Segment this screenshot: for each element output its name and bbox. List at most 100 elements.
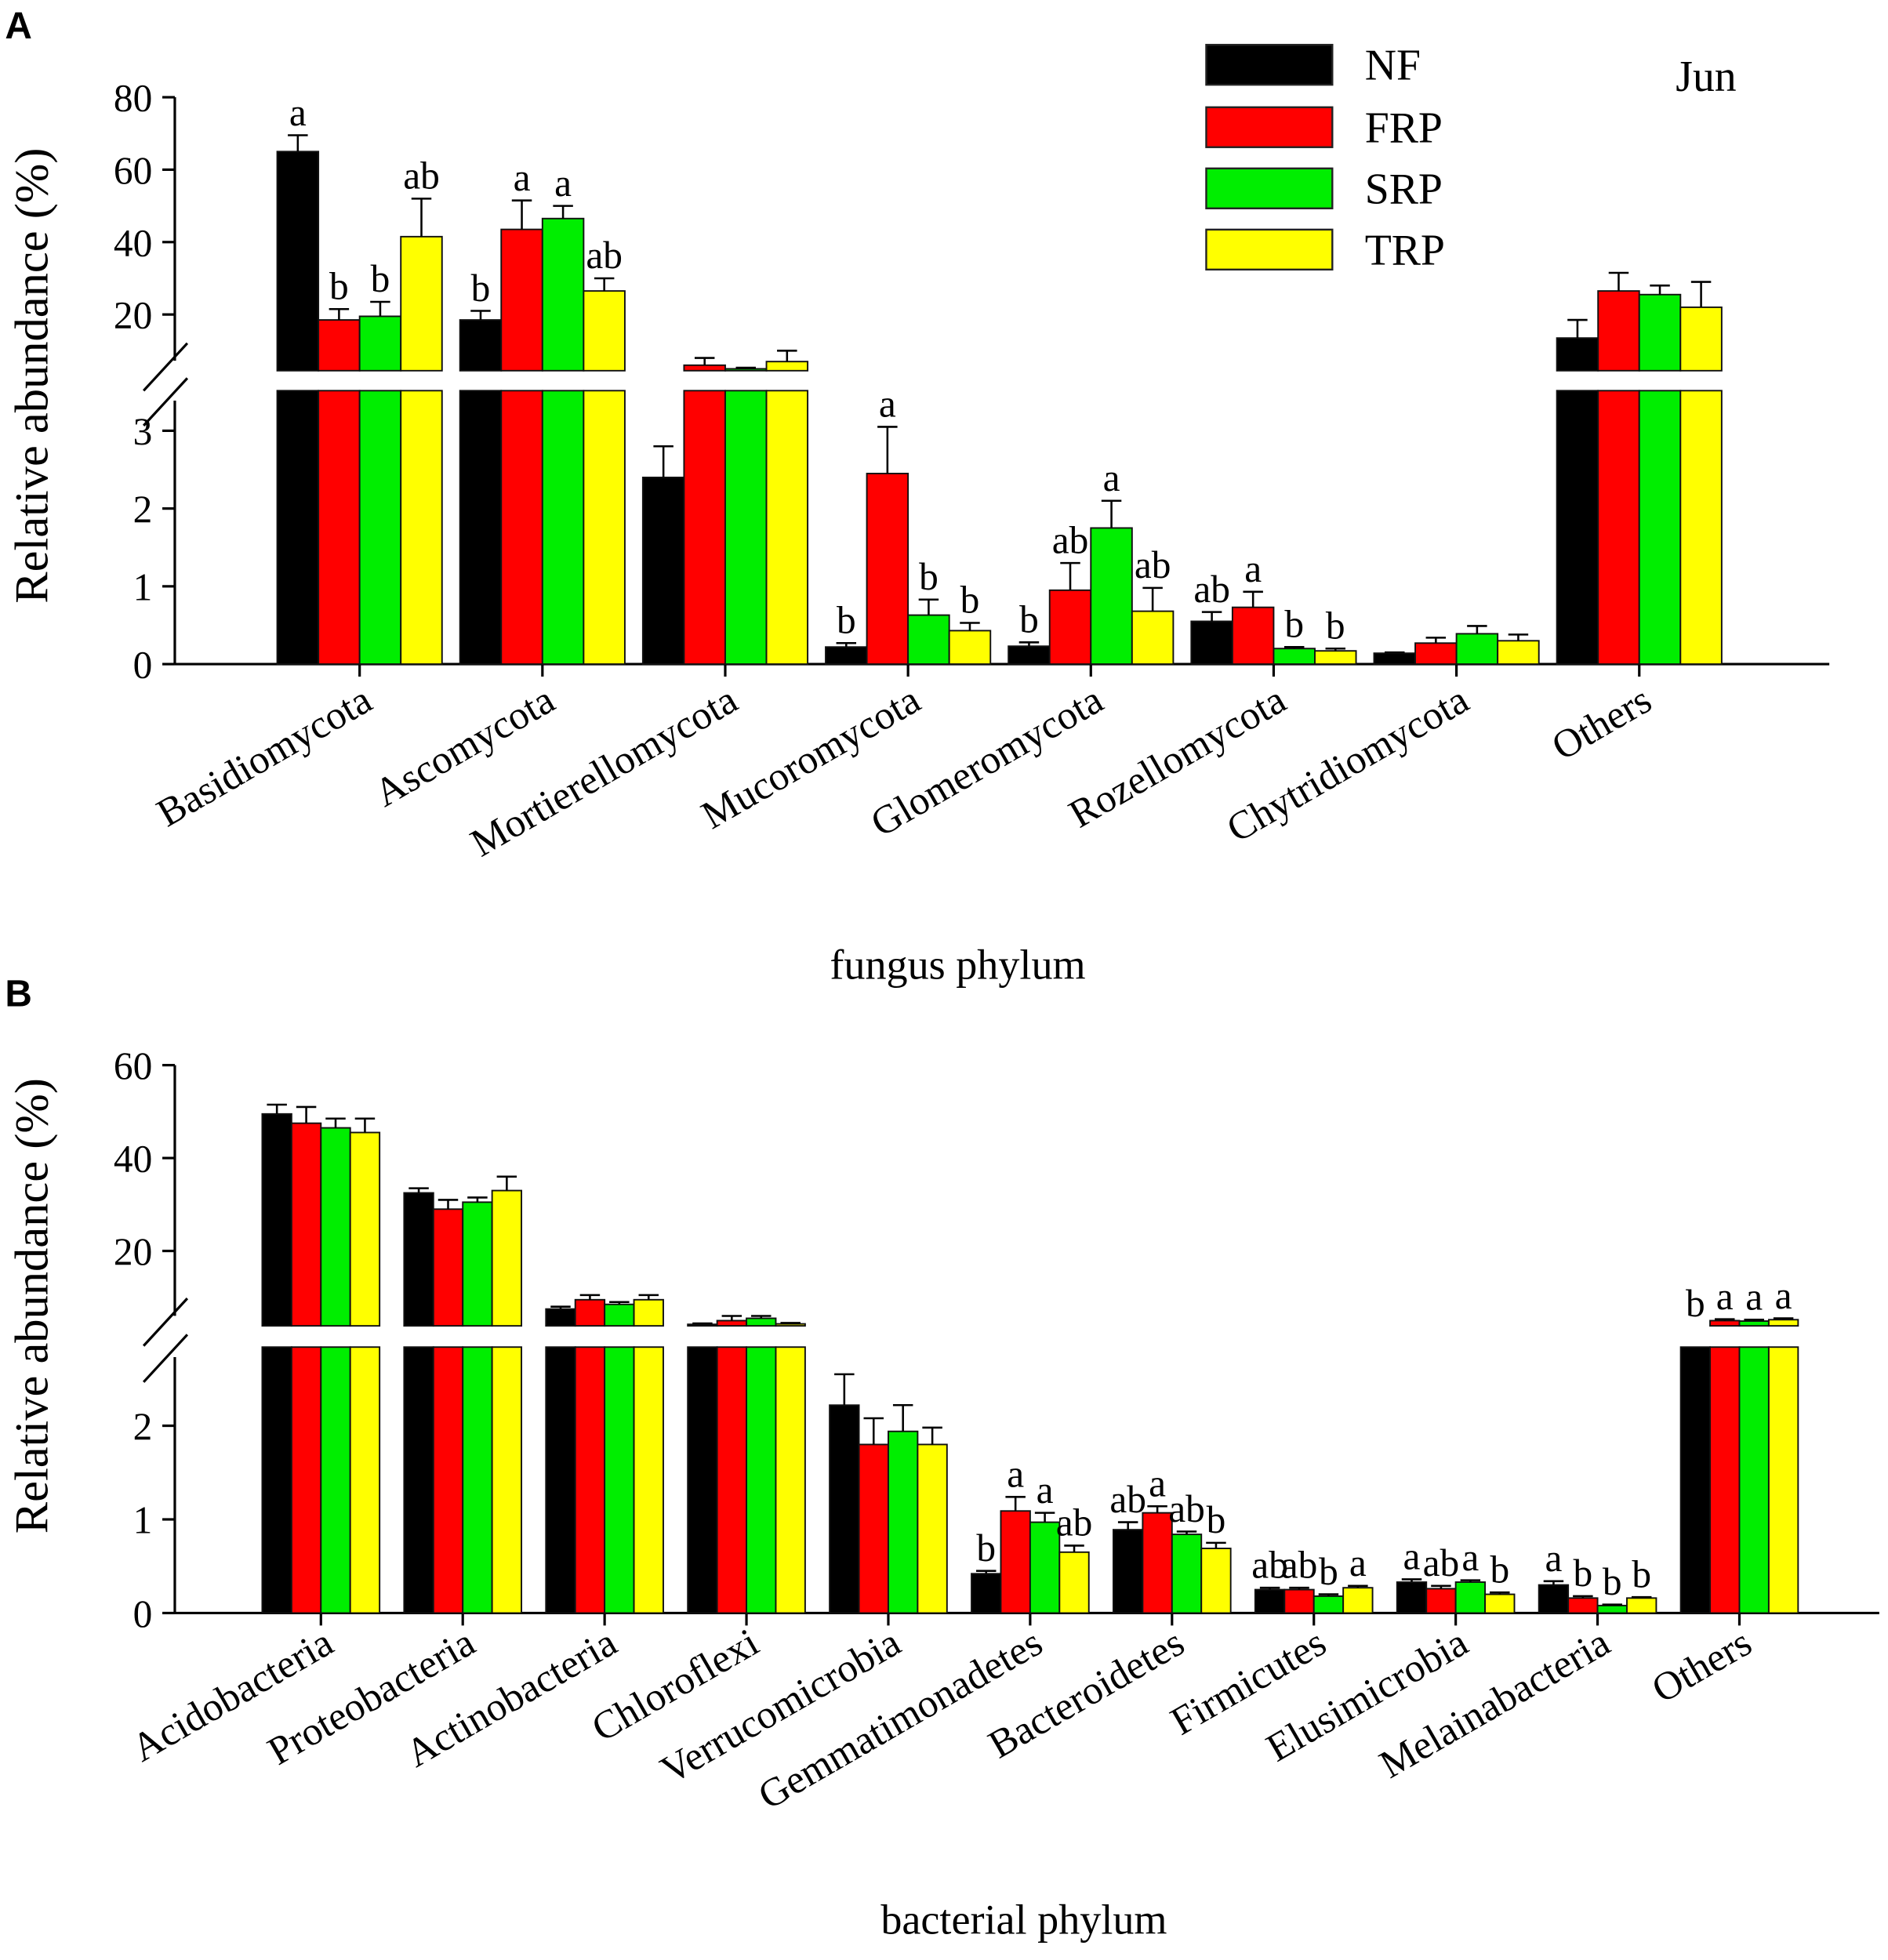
y-tick-label: 3 bbox=[133, 410, 153, 453]
bar-trp-upper bbox=[633, 1298, 664, 1327]
significance-letter: a bbox=[879, 383, 896, 426]
axis-break-mark bbox=[142, 342, 189, 392]
bar-frp-upper bbox=[1597, 290, 1640, 372]
legend-swatch-trp bbox=[1205, 228, 1334, 271]
bar-nf-upper bbox=[261, 1112, 292, 1327]
y-tick-label: 1 bbox=[133, 1499, 153, 1542]
significance-letter: ab bbox=[1168, 1487, 1205, 1530]
significance-letter: a bbox=[1403, 1535, 1421, 1578]
y-tick-label: 2 bbox=[133, 1405, 153, 1448]
bar-trp-lower bbox=[765, 390, 809, 666]
y-tick-label: 20 bbox=[114, 1230, 152, 1273]
bar-frp bbox=[1567, 1597, 1599, 1614]
bar-nf-upper bbox=[459, 319, 503, 372]
bar-nf-lower bbox=[276, 390, 320, 666]
bar-trp bbox=[1314, 650, 1357, 666]
significance-letter: b bbox=[1326, 604, 1345, 647]
panel-b-ylabel: Relative abundance (%) bbox=[6, 1078, 59, 1534]
bar-frp bbox=[1231, 606, 1275, 666]
bar-frp bbox=[858, 1443, 889, 1614]
bar-frp-upper bbox=[716, 1319, 748, 1327]
bar-nf bbox=[1396, 1581, 1428, 1614]
significance-letter: a bbox=[1149, 1462, 1166, 1505]
bar-trp bbox=[1058, 1551, 1090, 1614]
bar-nf-lower bbox=[1679, 1346, 1712, 1614]
bar-frp-upper bbox=[574, 1298, 606, 1327]
significance-letter: b bbox=[1632, 1552, 1651, 1595]
bar-srp-upper bbox=[1738, 1320, 1770, 1327]
bar-nf bbox=[1112, 1529, 1144, 1614]
axis-break-gap bbox=[224, 1327, 1879, 1346]
bar-frp bbox=[1425, 1588, 1457, 1614]
axis-break-mark bbox=[142, 377, 189, 426]
significance-letter: b bbox=[1603, 1560, 1622, 1603]
axis-break-mark bbox=[142, 1298, 189, 1347]
bar-trp-lower bbox=[349, 1346, 381, 1614]
bar-srp-upper bbox=[462, 1201, 493, 1327]
significance-letter: a bbox=[1103, 456, 1120, 499]
significance-letter: ab bbox=[1193, 568, 1230, 611]
significance-letter: a bbox=[1545, 1537, 1562, 1580]
significance-letter: a bbox=[1037, 1468, 1054, 1512]
x-category-label: Others bbox=[1545, 678, 1659, 769]
bar-srp-upper bbox=[1638, 293, 1682, 372]
bar-nf-lower bbox=[1556, 390, 1599, 666]
bar-nf bbox=[1190, 620, 1233, 666]
y-tick-label: 0 bbox=[133, 644, 153, 687]
bar-srp bbox=[1090, 527, 1133, 666]
bar-srp-lower bbox=[1638, 390, 1682, 666]
bar-nf-upper bbox=[1556, 337, 1599, 372]
bar-frp-lower bbox=[500, 390, 543, 666]
bar-trp-upper bbox=[349, 1131, 381, 1327]
panel-a-xlabel: fungus phylum bbox=[830, 941, 1085, 988]
significance-letter: a bbox=[289, 91, 307, 134]
y-tick-label: 40 bbox=[114, 1138, 152, 1181]
significance-letter: b bbox=[1207, 1498, 1226, 1541]
bar-nf-lower bbox=[261, 1346, 292, 1614]
bar-nf bbox=[971, 1573, 1002, 1614]
bar-nf bbox=[825, 646, 868, 666]
panel-b-xlabel: bacterial phylum bbox=[880, 1896, 1167, 1944]
significance-letter: a bbox=[1007, 1453, 1024, 1496]
y-tick-label: 60 bbox=[114, 149, 152, 192]
legend-label-trp: TRP bbox=[1365, 226, 1445, 274]
y-tick-label: 20 bbox=[114, 294, 152, 337]
bar-trp-lower bbox=[583, 390, 626, 666]
bar-trp-lower bbox=[633, 1346, 664, 1614]
y-tick-label: 40 bbox=[114, 221, 152, 264]
significance-letter: b bbox=[1574, 1552, 1593, 1595]
bar-srp-lower bbox=[604, 1346, 635, 1614]
bar-frp bbox=[866, 473, 910, 666]
bar-srp-upper bbox=[320, 1127, 351, 1327]
y-tick-label: 0 bbox=[133, 1592, 153, 1635]
legend-label-nf: NF bbox=[1365, 42, 1421, 90]
bar-trp-upper bbox=[1679, 306, 1723, 372]
bar-srp-upper bbox=[604, 1303, 635, 1327]
legend: NF FRP SRP TRP bbox=[1205, 42, 1445, 274]
bar-nf-upper bbox=[276, 151, 320, 372]
bar-trp-upper bbox=[775, 1323, 806, 1327]
significance-letter: a bbox=[1745, 1276, 1763, 1319]
bar-frp-upper bbox=[683, 364, 726, 372]
y-tick-label: 2 bbox=[133, 488, 153, 531]
bar-trp bbox=[948, 630, 992, 666]
bar-nf-lower bbox=[403, 1346, 434, 1614]
significance-letter: b bbox=[960, 579, 980, 622]
bar-trp-lower bbox=[775, 1346, 806, 1614]
legend-swatch-nf bbox=[1205, 43, 1334, 86]
bar-srp bbox=[1454, 1581, 1487, 1614]
significance-letter: ab bbox=[1135, 543, 1171, 586]
significance-letter: a bbox=[554, 162, 572, 205]
significance-letter: b bbox=[471, 267, 491, 310]
y-tick-label: 60 bbox=[114, 1044, 152, 1087]
significance-letter: a bbox=[514, 156, 531, 199]
bar-frp-lower bbox=[432, 1346, 464, 1614]
significance-letter: a bbox=[1461, 1536, 1479, 1579]
significance-letter: ab bbox=[1109, 1478, 1146, 1521]
bar-nf bbox=[1373, 652, 1417, 666]
bar-frp-lower bbox=[290, 1346, 322, 1614]
bar-trp bbox=[1497, 640, 1540, 666]
bar-nf bbox=[641, 476, 685, 666]
